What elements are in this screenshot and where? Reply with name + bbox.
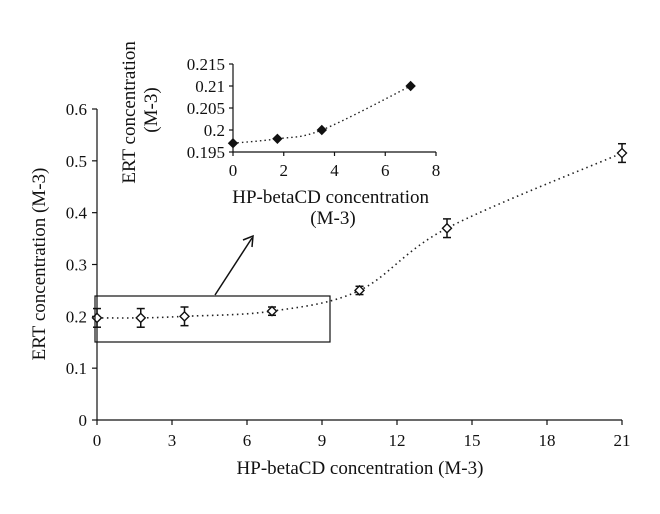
inset-x-tick-label: 2: [280, 161, 289, 180]
main-data-point: [354, 284, 365, 296]
main-data-points: [91, 142, 628, 328]
main-x-tick-label: 15: [464, 431, 481, 450]
inset-y-tick-label: 0.215: [187, 55, 225, 74]
main-chart: 0 0.1 0.2 0.3 0.4 0.5 0.6 0 3 6 9 12 15 18 21 HP-beta…: [29, 100, 631, 479]
main-x-tick-label: 3: [168, 431, 177, 450]
inset-data-point: [272, 133, 283, 145]
inset-y-tick-label: 0.205: [187, 99, 225, 118]
main-x-tick-label: 12: [389, 431, 406, 450]
inset-x-ticks: 0 2 4 6 8: [229, 152, 441, 180]
main-data-point: [616, 147, 628, 159]
annotation-arrow-line: [214, 237, 253, 296]
main-data-point: [266, 305, 278, 317]
inset-x-tick-label: 8: [432, 161, 441, 180]
main-y-tick-label: 0.2: [66, 307, 87, 326]
inset-x-axis-title: HP-betaCD concentration (M-3): [232, 187, 434, 229]
main-y-tick-label: 0.3: [66, 256, 87, 275]
inset-data-point: [316, 124, 328, 136]
main-data-point: [135, 312, 147, 324]
main-y-tick-label: 0.4: [66, 204, 88, 223]
main-trendline: [96, 152, 623, 319]
main-data-point: [91, 312, 103, 324]
main-x-ticks: 0 3 6 9 12 15 18 21: [93, 420, 631, 450]
inset-data-points: [227, 80, 416, 149]
main-data-point: [179, 310, 190, 322]
inset-x-tick-label: 0: [229, 161, 238, 180]
main-y-axis-title: ERT concentration (M-3): [29, 168, 50, 361]
inset-chart: 0.195 0.2 0.205 0.21 0.215 0 2 4 6 8 HP-betaCD c…: [119, 36, 441, 229]
main-y-tick-label: 0: [79, 411, 88, 430]
inset-y-tick-label: 0.2: [204, 121, 225, 140]
inset-y-axis-title: ERT concentration (M-3): [119, 36, 162, 183]
main-x-tick-label: 0: [93, 431, 102, 450]
main-y-tick-label: 0.5: [66, 152, 87, 171]
inset-y-ticks: 0.195 0.2 0.205 0.21 0.215: [187, 55, 233, 162]
highlight-rectangle: [94, 295, 331, 343]
main-x-tick-label: 6: [243, 431, 252, 450]
main-x-tick-label: 9: [318, 431, 327, 450]
inset-y-tick-label: 0.195: [187, 143, 225, 162]
main-x-tick-label: 18: [539, 431, 556, 450]
main-y-tick-label: 0.1: [66, 359, 87, 378]
main-x-axis-title: HP-betaCD concentration (M-3): [237, 458, 484, 479]
annotation-arrow-head: [242, 234, 254, 248]
main-y-ticks: 0 0.1 0.2 0.3 0.4 0.5 0.6: [66, 100, 97, 430]
main-x-tick-label: 21: [614, 431, 631, 450]
inset-data-point: [227, 137, 239, 149]
inset-data-point: [405, 80, 416, 92]
inset-y-tick-label: 0.21: [195, 77, 225, 96]
inset-x-tick-label: 4: [330, 161, 339, 180]
inset-x-tick-label: 6: [381, 161, 390, 180]
main-y-tick-label: 0.6: [66, 100, 87, 119]
main-data-point: [441, 222, 453, 234]
